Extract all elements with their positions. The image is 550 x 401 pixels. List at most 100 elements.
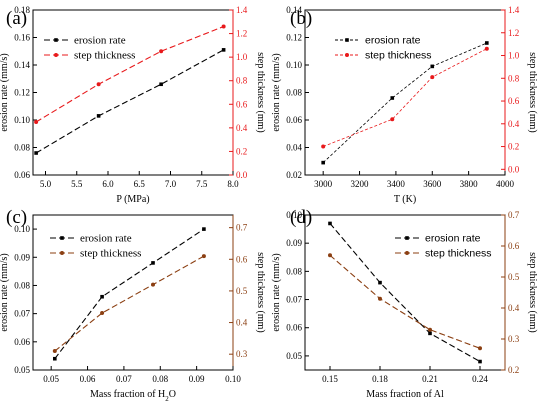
y-tick-label: 0.06 xyxy=(286,323,302,333)
y2-tick-label: 0.6 xyxy=(508,241,520,251)
data-point xyxy=(151,261,155,265)
y2-tick-label: 0.7 xyxy=(508,210,520,220)
y-tick-label: 0.06 xyxy=(14,337,30,347)
y2-tick-label: 0.4 xyxy=(508,303,520,313)
y-tick-label: 0.06 xyxy=(14,170,30,180)
series-line-2 xyxy=(323,48,488,147)
y2-tick-label: 0.2 xyxy=(508,142,519,152)
y2-tick-label: 0.6 xyxy=(236,99,248,109)
data-point xyxy=(321,144,326,149)
y2-tick-label: 1.2 xyxy=(508,28,519,38)
panel-letter: (c) xyxy=(6,207,27,228)
y2-tick-label: 0.2 xyxy=(236,146,247,156)
data-point xyxy=(430,64,435,69)
x-tick-label: 6.0 xyxy=(102,179,114,189)
data-point xyxy=(390,117,395,122)
plot-frame xyxy=(32,9,234,176)
y2-tick-label: 1.2 xyxy=(236,29,247,39)
x-tick-label: 0.10 xyxy=(225,374,241,384)
x-tick-label: 6.5 xyxy=(134,179,146,189)
data-point xyxy=(201,254,206,259)
x-tick-label: 4000 xyxy=(496,179,515,189)
y2-axis-label: step thickness (mm) xyxy=(527,252,538,333)
series-line-2 xyxy=(35,25,224,123)
legend: erosion rate step thickness xyxy=(44,35,135,62)
y-tick-label: 0.07 xyxy=(286,295,302,305)
data-point xyxy=(390,96,395,100)
x-tick-label: 3200 xyxy=(351,179,370,189)
y-tick-label: 0.10 xyxy=(14,224,30,234)
legend-marker xyxy=(60,236,64,240)
data-point xyxy=(221,48,226,52)
x-tick-label: 3600 xyxy=(423,179,442,189)
x-axis-label-subscript: 2 xyxy=(165,395,169,401)
data-point xyxy=(34,151,38,155)
data-point xyxy=(485,41,489,45)
y-axis-label: erosion rate (mm/s) xyxy=(0,53,10,131)
data-point xyxy=(53,356,57,361)
legend: erosion rate step thickness xyxy=(395,233,492,260)
x-tick-label: 0.07 xyxy=(116,374,132,384)
data-point xyxy=(428,327,432,332)
y-axis-label: erosion rate (mm/s) xyxy=(271,53,282,131)
legend-label: erosion rate xyxy=(80,233,132,245)
data-point xyxy=(484,46,489,51)
series-line-1 xyxy=(35,49,224,154)
series-line-1 xyxy=(54,228,205,360)
y2-tick-label: 0.4 xyxy=(508,119,520,129)
legend-label: step thickness xyxy=(365,50,432,62)
data-point xyxy=(328,253,332,258)
y-tick-label: 0.09 xyxy=(14,252,30,262)
y2-tick-label: 1.4 xyxy=(236,5,248,15)
legend-label: step thickness xyxy=(74,50,135,62)
y2-tick-label: 0.8 xyxy=(508,73,520,83)
y-tick-label: 0.14 xyxy=(14,60,30,70)
y2-tick-label: 0.6 xyxy=(508,96,520,106)
data-point xyxy=(478,359,482,364)
x-tick-label: 0.08 xyxy=(152,374,168,384)
y2-tick-label: 0.4 xyxy=(236,318,248,328)
y2-tick-label: 0.3 xyxy=(236,349,248,359)
y-axis-label: erosion rate (mm/s) xyxy=(0,253,10,331)
y2-tick-label: 0.8 xyxy=(236,76,248,86)
data-point xyxy=(321,160,325,165)
y-tick-label: 0.05 xyxy=(14,365,30,375)
data-point xyxy=(96,114,101,118)
series-line-1 xyxy=(329,223,481,363)
data-point xyxy=(96,82,101,87)
y-tick-label: 0.12 xyxy=(14,88,30,98)
y2-axis-label: step thickness (mm) xyxy=(527,52,538,133)
data-point xyxy=(52,349,57,354)
chart-panel-3: 0.05 0.06 0.07 0.08 0.09 0.10 0.05 0.06 0.07 0.08… xyxy=(0,214,266,401)
data-point xyxy=(159,82,163,87)
y-axis-label: erosion rate (mm/s) xyxy=(271,253,282,331)
y2-tick-label: 0.4 xyxy=(236,123,248,133)
legend-label: erosion rate xyxy=(365,35,421,47)
x-axis-label: T (K) xyxy=(394,194,416,205)
x-tick-label: 0.21 xyxy=(422,374,438,384)
y-tick-label: 0.10 xyxy=(286,60,302,70)
y-tick-label: 0.02 xyxy=(286,170,302,180)
y-tick-label: 0.10 xyxy=(14,115,30,125)
data-point xyxy=(34,119,39,124)
y-tick-label: 0.14 xyxy=(286,5,302,15)
y2-tick-label: 0.0 xyxy=(508,164,520,174)
y-tick-label: 0.08 xyxy=(286,88,302,98)
legend-label: step thickness xyxy=(80,248,141,260)
data-point xyxy=(100,294,104,299)
data-point xyxy=(151,282,155,287)
data-point xyxy=(100,311,105,316)
y2-tick-label: 1.0 xyxy=(236,52,248,62)
y2-tick-label: 0.5 xyxy=(236,286,248,296)
y-tick-label: 0.08 xyxy=(14,143,30,153)
panel-letter: (d) xyxy=(290,207,312,228)
y-tick-label: 0.08 xyxy=(14,280,30,290)
x-axis-label-part: Mass fraction of H xyxy=(90,389,165,400)
data-point xyxy=(328,221,332,226)
series-line-2 xyxy=(329,254,481,349)
y-tick-label: 0.05 xyxy=(286,351,302,361)
data-point xyxy=(430,75,435,80)
x-tick-label: 5.0 xyxy=(40,179,52,189)
x-axis-label: Mass fraction of Al xyxy=(366,389,444,400)
